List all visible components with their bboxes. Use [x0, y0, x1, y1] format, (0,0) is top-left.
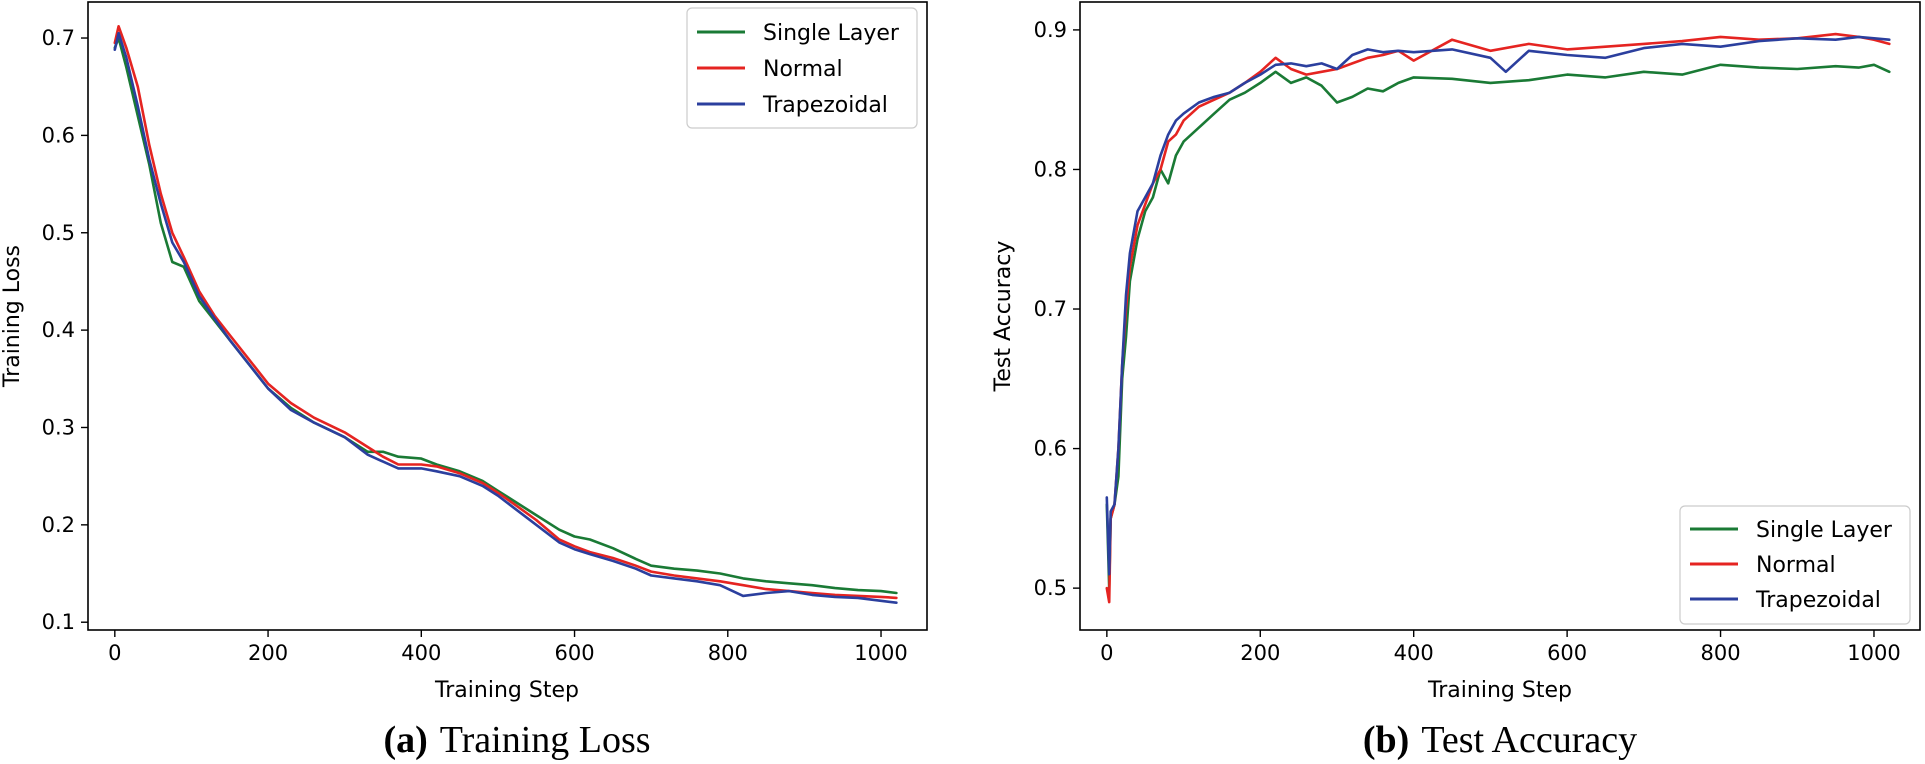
caption-a-label: (a) — [383, 719, 427, 761]
legend-label-trapezoidal: Trapezoidal — [762, 93, 888, 118]
training-loss-x-tick-label: 0 — [108, 641, 121, 665]
training-loss-plot-frame — [87, 1, 928, 631]
training-loss-series — [113, 24, 898, 605]
training-loss-series-normal — [113, 24, 898, 600]
legend-label-single-layer: Single Layer — [1756, 518, 1893, 543]
caption-a: (a) Training Loss — [383, 719, 650, 761]
training-loss-y-tick-label: 0.1 — [42, 610, 75, 634]
training-loss-y-label: Training Loss — [0, 245, 25, 388]
panel-training-loss: 0 200 400 600 800 1000 0.10.20.30.40.50.60.7 … — [0, 1, 928, 761]
test-accuracy-series-trapezoidal — [1105, 35, 1891, 576]
test-accuracy-x-tick-label: 0 — [1100, 641, 1113, 665]
test-accuracy-y-tick-label: 0.8 — [1034, 157, 1067, 181]
test-accuracy-x-tick-label: 600 — [1547, 641, 1587, 665]
test-accuracy-x-tick-label: 200 — [1240, 641, 1280, 665]
test-accuracy-series-single-layer — [1105, 63, 1891, 590]
test-accuracy-legend-box — [1679, 505, 1911, 625]
caption-b-title: Test Accuracy — [1421, 719, 1637, 761]
training-loss-series-trapezoidal — [113, 31, 898, 605]
test-accuracy-y-label: Test Accuracy — [991, 241, 1016, 393]
test-accuracy-x-tick-label: 800 — [1701, 641, 1741, 665]
training-loss-legend: Single Layer Normal Trapezoidal — [686, 7, 918, 129]
training-loss-x-tick-label: 400 — [401, 641, 441, 665]
training-loss-y-tick-label: 0.3 — [42, 415, 75, 439]
test-accuracy-x-ticks: 0 200 400 600 800 1000 — [1100, 630, 1901, 665]
training-loss-series-single-layer — [113, 36, 898, 595]
training-loss-y-tick-label: 0.4 — [42, 318, 75, 342]
test-accuracy-plot-frame — [1079, 1, 1921, 631]
test-accuracy-y-tick-label: 0.7 — [1034, 297, 1067, 321]
training-loss-y-ticks: 0.1 0.2 0.3 0.4 0.5 0.6 0.7 — [42, 26, 88, 634]
test-accuracy-x-tick-label: 400 — [1394, 641, 1434, 665]
test-accuracy-series — [1105, 32, 1891, 604]
training-loss-x-ticks: 0 200 400 600 800 1000 — [108, 630, 908, 665]
training-loss-x-tick-label: 800 — [708, 641, 748, 665]
training-loss-x-tick-label: 1000 — [854, 641, 907, 665]
caption-a-title: Training Loss — [440, 719, 651, 761]
test-accuracy-x-tick-label: 1000 — [1847, 641, 1900, 665]
legend-label-trapezoidal: Trapezoidal — [1755, 588, 1881, 613]
caption-b: (b) Test Accuracy — [1363, 719, 1637, 761]
legend-label-normal: Normal — [763, 57, 843, 82]
training-loss-x-label: Training Step — [434, 678, 579, 703]
training-loss-y-tick-label: 0.6 — [42, 123, 75, 147]
training-loss-legend-box — [686, 7, 918, 129]
caption-b-label: (b) — [1363, 719, 1409, 761]
test-accuracy-y-tick-label: 0.9 — [1034, 18, 1067, 42]
training-loss-x-tick-label: 600 — [554, 641, 594, 665]
test-accuracy-y-tick-label: 0.5 — [1034, 576, 1067, 600]
panel-test-accuracy: 0 200 400 600 800 1000 0.5 0.6 0.7 0.8 0.9 Traini… — [991, 1, 1921, 761]
test-accuracy-legend: Single Layer Normal Trapezoidal — [1679, 505, 1911, 625]
training-loss-x-tick-label: 200 — [248, 641, 288, 665]
training-loss-y-tick-label: 0.2 — [42, 513, 75, 537]
test-accuracy-series-normal — [1105, 32, 1891, 604]
legend-label-single-layer: Single Layer — [763, 21, 900, 46]
test-accuracy-y-ticks: 0.5 0.6 0.7 0.8 0.9 — [1034, 18, 1080, 600]
training-loss-y-tick-label: 0.7 — [42, 26, 75, 50]
training-loss-y-tick-label: 0.5 — [42, 221, 75, 245]
legend-label-normal: Normal — [1756, 553, 1836, 578]
test-accuracy-x-label: Training Step — [1427, 678, 1572, 703]
test-accuracy-y-tick-label: 0.6 — [1034, 437, 1067, 461]
